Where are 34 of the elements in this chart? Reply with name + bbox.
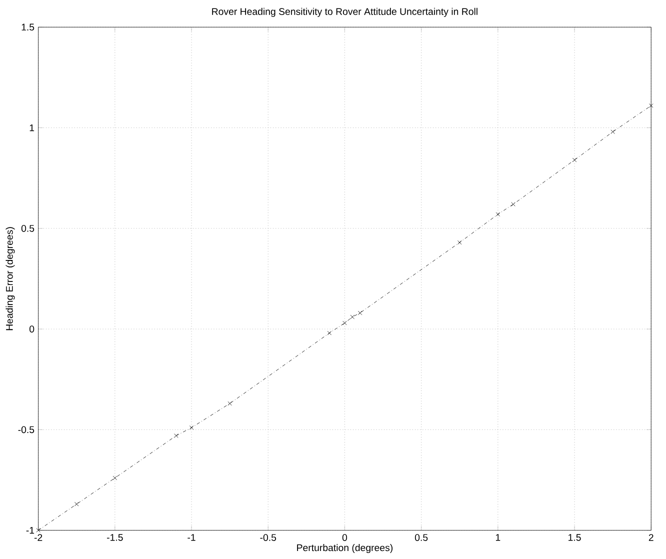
- x-tick-label: 0.5: [414, 534, 428, 542]
- y-tick-label: -1: [26, 527, 34, 534]
- x-tick-label: 2: [648, 534, 654, 541]
- point: [228, 401, 232, 406]
- point: [572, 158, 577, 162]
- y-tick-label: 0: [30, 326, 34, 333]
- point: [458, 240, 462, 245]
- y-tick-label: -0.5: [18, 426, 34, 434]
- chart-title: Rover Heading Sensitivity to Rover Attitude Uncertainty in Roll: [212, 8, 478, 17]
- x-tick-label: -1: [188, 534, 196, 541]
- point: [327, 331, 332, 336]
- x-axis-title: Perturbation (degrees): [297, 544, 393, 554]
- x-tick-label: 0: [342, 534, 348, 542]
- point: [610, 130, 615, 134]
- point: [189, 426, 194, 430]
- point: [74, 502, 79, 506]
- point: [649, 104, 654, 108]
- point: [342, 320, 347, 326]
- y-axis-title: Heading Error (degrees): [6, 227, 15, 330]
- point: [174, 434, 178, 438]
- y-tick-label: 0.5: [21, 225, 34, 232]
- x-tick-label: -2: [34, 534, 42, 541]
- point: [496, 212, 500, 217]
- point: [511, 202, 516, 206]
- y-tick-label: 1.5: [22, 24, 34, 31]
- point: [36, 528, 40, 533]
- point: [350, 314, 354, 320]
- point: [358, 310, 362, 316]
- x-tick-label: -1.5: [107, 534, 123, 541]
- point: [112, 476, 118, 480]
- y-tick-label: 1: [30, 124, 34, 132]
- x-tick-label: -0.5: [260, 534, 276, 542]
- x-tick-label: 1.5: [568, 534, 581, 541]
- x-tick-label: 1: [496, 534, 500, 541]
